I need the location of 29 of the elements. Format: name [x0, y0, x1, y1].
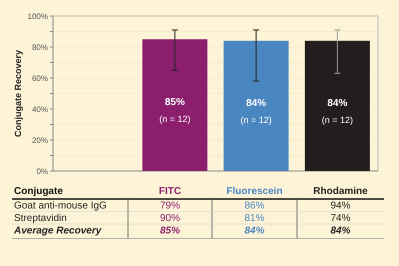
y-tick-label: 0% [36, 166, 48, 176]
category-label: Fluorescein [226, 186, 283, 197]
text: Conjugate [14, 186, 64, 197]
category-label: Goat anti-mouse IgG [14, 200, 107, 212]
data-label: 84% [246, 98, 266, 109]
annotation: (n = 12) [322, 114, 354, 125]
text: 84% [244, 226, 265, 236]
category-label: Rhodamine [313, 186, 368, 197]
text: 90% [160, 213, 180, 224]
y-tick-label: 80% [32, 42, 48, 52]
annotation: (n = 12) [159, 114, 191, 124]
annotation: (n = 12) [240, 114, 272, 125]
category-label: Average Recovery [14, 226, 102, 236]
data-label: 85% [164, 97, 185, 108]
text: 85% [160, 226, 180, 236]
text: 81% [244, 213, 265, 224]
text: 84% [330, 226, 351, 236]
text: 79% [160, 200, 180, 212]
y-tick-label: 40% [32, 104, 48, 114]
y-axis-title: Conjugate Recovery [13, 50, 23, 138]
text: 94% [330, 200, 351, 212]
category-label: FITC [158, 186, 182, 197]
y-tick-label: 100% [28, 12, 48, 21]
data-label: 84% [327, 98, 348, 109]
text: 86% [244, 200, 265, 212]
y-tick-label: 60% [32, 74, 48, 83]
y-tick-label: 20% [32, 136, 48, 145]
text: 74% [330, 213, 351, 224]
category-label: Streptavidin [14, 213, 67, 224]
